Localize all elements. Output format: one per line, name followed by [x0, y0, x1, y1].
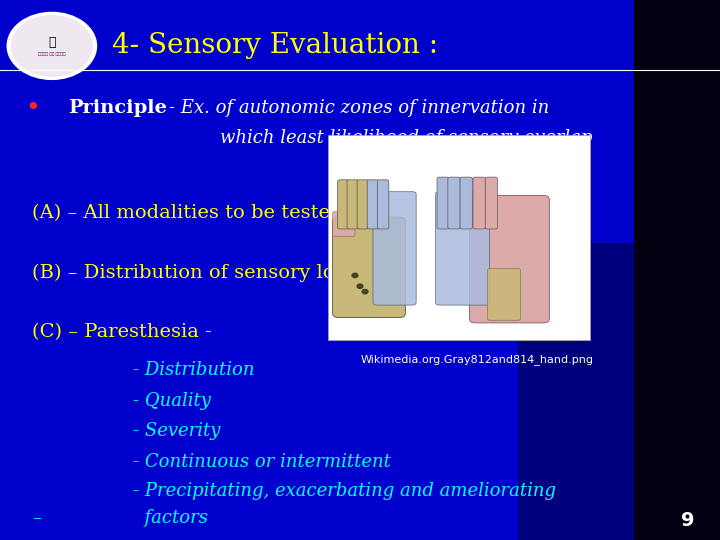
Text: 4- Sensory Evaluation :: 4- Sensory Evaluation : — [112, 32, 438, 59]
FancyBboxPatch shape — [333, 217, 405, 318]
Text: - Continuous or intermittent: - Continuous or intermittent — [133, 453, 391, 471]
Text: –: – — [32, 509, 42, 528]
Text: - Quality: - Quality — [133, 392, 211, 410]
FancyBboxPatch shape — [338, 180, 349, 229]
FancyBboxPatch shape — [377, 180, 389, 229]
Text: Principle: Principle — [68, 99, 167, 117]
Text: 9: 9 — [681, 511, 695, 530]
Text: •: • — [25, 96, 40, 120]
FancyBboxPatch shape — [367, 180, 379, 229]
FancyBboxPatch shape — [347, 180, 359, 229]
Text: (A) – All modalities to be tested: (A) – All modalities to be tested — [32, 204, 343, 222]
Text: factors: factors — [133, 509, 208, 528]
Circle shape — [362, 289, 368, 294]
FancyBboxPatch shape — [448, 177, 460, 229]
FancyBboxPatch shape — [437, 177, 449, 229]
FancyBboxPatch shape — [436, 192, 490, 305]
Text: Wikimedia.org.Gray812and814_hand.png: Wikimedia.org.Gray812and814_hand.png — [361, 354, 593, 364]
Circle shape — [357, 284, 363, 288]
Circle shape — [12, 16, 92, 76]
Bar — [328, 135, 590, 340]
Text: which least likelihood of sensory overlap: which least likelihood of sensory overla… — [220, 129, 592, 147]
Text: (B) – Distribution of sensory loss: (B) – Distribution of sensory loss — [32, 264, 355, 282]
Text: - Severity: - Severity — [133, 422, 220, 441]
Text: - Ex. of autonomic zones of innervation in: - Ex. of autonomic zones of innervation … — [169, 99, 549, 117]
FancyBboxPatch shape — [469, 195, 549, 323]
Text: - Distribution: - Distribution — [133, 361, 255, 379]
Bar — [518, 243, 634, 540]
FancyBboxPatch shape — [473, 177, 485, 229]
FancyBboxPatch shape — [487, 268, 521, 320]
FancyBboxPatch shape — [485, 177, 498, 229]
Circle shape — [352, 273, 358, 278]
Bar — [634, 0, 720, 540]
Circle shape — [7, 12, 96, 79]
Text: (C) – Paresthesia -: (C) – Paresthesia - — [32, 323, 212, 341]
Text: 🏥: 🏥 — [48, 36, 55, 49]
Text: सेवा की सेवा: सेवा की सेवा — [38, 52, 66, 56]
FancyBboxPatch shape — [373, 192, 416, 305]
FancyBboxPatch shape — [460, 177, 472, 229]
FancyBboxPatch shape — [357, 180, 369, 229]
FancyBboxPatch shape — [333, 212, 355, 237]
Text: - Precipitating, exacerbating and ameliorating: - Precipitating, exacerbating and amelio… — [133, 482, 557, 501]
